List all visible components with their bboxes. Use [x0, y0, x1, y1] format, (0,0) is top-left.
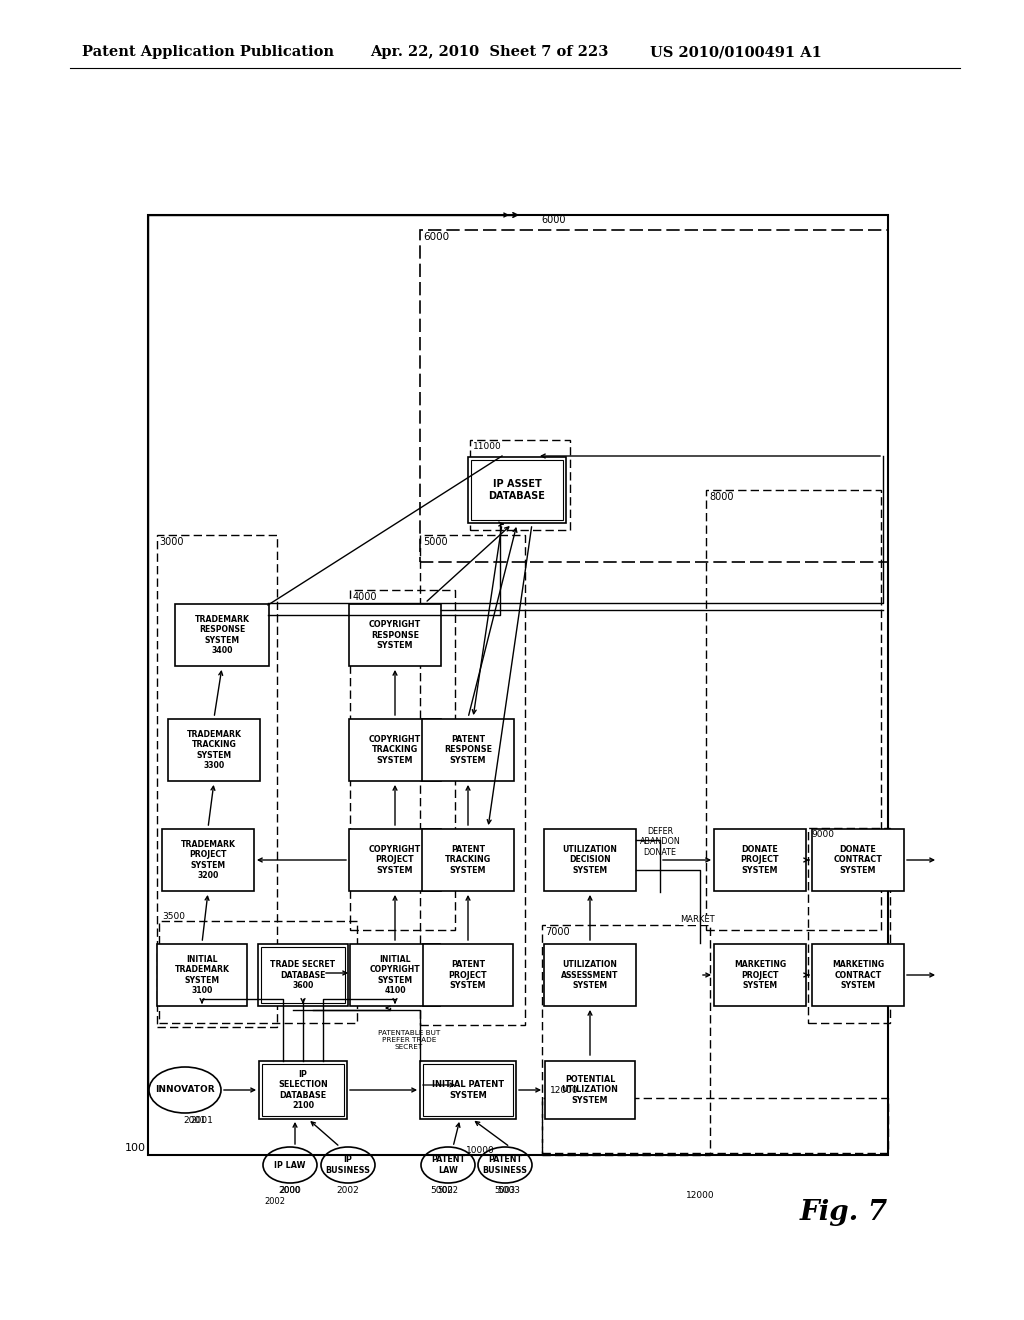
Text: 9000: 9000 — [811, 830, 834, 840]
Bar — [812, 944, 904, 1006]
Text: 5003: 5003 — [495, 1185, 515, 1195]
Bar — [423, 944, 513, 1006]
Bar — [148, 215, 888, 1155]
Text: 12000: 12000 — [686, 1191, 715, 1200]
Text: DONATE
CONTRACT
SYSTEM: DONATE CONTRACT SYSTEM — [834, 845, 883, 875]
Bar — [422, 719, 514, 781]
Text: 2001: 2001 — [183, 1115, 206, 1125]
Text: 100: 100 — [125, 1143, 146, 1152]
Text: INITIAL PATENT
SYSTEM: INITIAL PATENT SYSTEM — [432, 1080, 504, 1100]
Bar — [714, 944, 806, 1006]
Text: TRADEMARK
PROJECT
SYSTEM
3200: TRADEMARK PROJECT SYSTEM 3200 — [180, 840, 236, 880]
Text: PATENTABLE BUT
PREFER TRADE
SECRET: PATENTABLE BUT PREFER TRADE SECRET — [378, 1030, 440, 1049]
Bar — [349, 719, 441, 781]
Bar — [159, 921, 357, 1023]
Bar — [812, 829, 904, 891]
Text: 8000: 8000 — [709, 492, 733, 502]
Bar — [470, 440, 570, 531]
Text: DONATE
PROJECT
SYSTEM: DONATE PROJECT SYSTEM — [740, 845, 779, 875]
Text: 6000: 6000 — [541, 215, 565, 224]
Text: 3000: 3000 — [159, 537, 183, 546]
Text: UTILIZATION
DECISION
SYSTEM: UTILIZATION DECISION SYSTEM — [562, 845, 617, 875]
Text: 4000: 4000 — [353, 591, 378, 602]
Text: 2000: 2000 — [279, 1185, 301, 1195]
Bar — [542, 925, 710, 1155]
Text: 2001: 2001 — [190, 1115, 213, 1125]
Bar — [157, 535, 278, 1027]
Bar — [714, 829, 806, 891]
Text: TRADEMARK
RESPONSE
SYSTEM
3400: TRADEMARK RESPONSE SYSTEM 3400 — [195, 615, 250, 655]
Text: 5000: 5000 — [423, 537, 447, 546]
Bar — [468, 457, 566, 523]
Text: COPYRIGHT
RESPONSE
SYSTEM: COPYRIGHT RESPONSE SYSTEM — [369, 620, 421, 649]
Bar — [262, 1064, 344, 1115]
Bar — [420, 230, 888, 562]
Text: IP LAW: IP LAW — [274, 1160, 306, 1170]
Text: IP
SELECTION
DATABASE
2100: IP SELECTION DATABASE 2100 — [279, 1071, 328, 1110]
Bar — [420, 1061, 516, 1119]
Text: 2002: 2002 — [337, 1185, 359, 1195]
Text: Apr. 22, 2010  Sheet 7 of 223: Apr. 22, 2010 Sheet 7 of 223 — [370, 45, 608, 59]
Bar — [808, 828, 890, 1023]
Bar — [261, 946, 345, 1003]
Bar — [542, 1098, 888, 1152]
Text: IP
BUSINESS: IP BUSINESS — [326, 1155, 371, 1175]
Bar — [259, 1061, 347, 1119]
Text: INITIAL
TRADEMARK
SYSTEM
3100: INITIAL TRADEMARK SYSTEM 3100 — [174, 954, 229, 995]
Text: COPYRIGHT
TRACKING
SYSTEM: COPYRIGHT TRACKING SYSTEM — [369, 735, 421, 764]
Text: 3500: 3500 — [162, 912, 185, 921]
Text: 5003: 5003 — [498, 1185, 520, 1195]
Text: Fig. 7: Fig. 7 — [800, 1199, 888, 1225]
Text: POTENTIAL
UTILIZATION
SYSTEM: POTENTIAL UTILIZATION SYSTEM — [561, 1074, 618, 1105]
Text: UTILIZATION
ASSESSMENT
SYSTEM: UTILIZATION ASSESSMENT SYSTEM — [561, 960, 618, 990]
Bar — [350, 590, 455, 931]
Text: 5002: 5002 — [437, 1185, 459, 1195]
Text: PATENT
PROJECT
SYSTEM: PATENT PROJECT SYSTEM — [449, 960, 487, 990]
Text: IP ASSET
DATABASE: IP ASSET DATABASE — [488, 479, 546, 500]
Text: MARKET: MARKET — [680, 916, 715, 924]
Bar — [544, 944, 636, 1006]
Bar — [162, 829, 254, 891]
Text: PATENT
BUSINESS: PATENT BUSINESS — [482, 1155, 527, 1175]
Text: 6000: 6000 — [423, 232, 450, 242]
Text: TRADEMARK
TRACKING
SYSTEM
3300: TRADEMARK TRACKING SYSTEM 3300 — [186, 730, 242, 770]
Text: US 2010/0100491 A1: US 2010/0100491 A1 — [650, 45, 822, 59]
Text: 7000: 7000 — [545, 927, 569, 937]
Bar — [422, 829, 514, 891]
Bar — [423, 1064, 513, 1115]
Text: 10000: 10000 — [466, 1146, 495, 1155]
Text: MARKETING
CONTRACT
SYSTEM: MARKETING CONTRACT SYSTEM — [831, 960, 884, 990]
Bar — [420, 535, 525, 1026]
Text: INITIAL
COPYRIGHT
SYSTEM
4100: INITIAL COPYRIGHT SYSTEM 4100 — [370, 954, 421, 995]
Bar — [349, 829, 441, 891]
Text: PATENT
RESPONSE
SYSTEM: PATENT RESPONSE SYSTEM — [444, 735, 492, 764]
Text: MARKETING
PROJECT
SYSTEM: MARKETING PROJECT SYSTEM — [734, 960, 786, 990]
Bar — [545, 1061, 635, 1119]
Bar — [706, 490, 881, 931]
Text: TRADE SECRET
DATABASE
3600: TRADE SECRET DATABASE 3600 — [270, 960, 336, 990]
Bar — [258, 944, 348, 1006]
Bar — [168, 719, 260, 781]
Text: PATENT
LAW: PATENT LAW — [431, 1155, 465, 1175]
Text: COPYRIGHT
PROJECT
SYSTEM: COPYRIGHT PROJECT SYSTEM — [369, 845, 421, 875]
Text: INNOVATOR: INNOVATOR — [156, 1085, 215, 1094]
Bar — [157, 944, 247, 1006]
Text: 12000: 12000 — [550, 1086, 579, 1096]
Bar — [349, 605, 441, 667]
Text: Patent Application Publication: Patent Application Publication — [82, 45, 334, 59]
Bar — [350, 944, 440, 1006]
Text: 11000: 11000 — [473, 442, 502, 451]
Bar — [471, 459, 563, 520]
Text: 2002: 2002 — [264, 1197, 285, 1206]
Bar — [175, 605, 269, 667]
Text: DEFER
ABANDON
DONATE: DEFER ABANDON DONATE — [640, 828, 680, 857]
Text: PATENT
TRACKING
SYSTEM: PATENT TRACKING SYSTEM — [444, 845, 492, 875]
Bar — [544, 829, 636, 891]
Text: 5002: 5002 — [430, 1185, 454, 1195]
Text: 2000: 2000 — [280, 1185, 300, 1195]
